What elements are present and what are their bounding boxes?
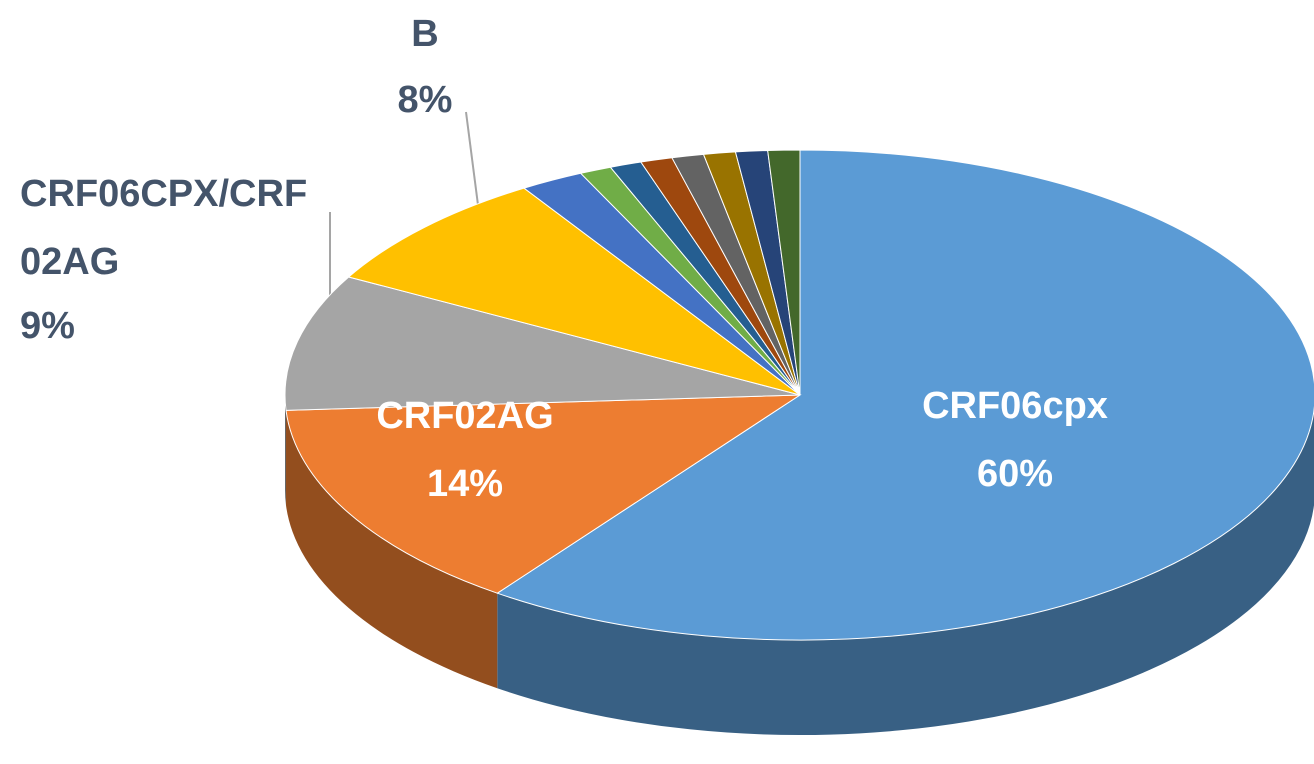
value-label: 60% bbox=[976, 453, 1054, 495]
slice bbox=[284, 276, 801, 411]
slice bbox=[496, 149, 1314, 641]
value-label: 14% bbox=[426, 463, 504, 505]
value-label: 8% bbox=[397, 79, 453, 121]
slice-side bbox=[285, 395, 287, 506]
slice bbox=[347, 187, 801, 396]
slice-label: CRF06CPX/CRF02AG bbox=[20, 173, 308, 283]
slice-side bbox=[497, 409, 1314, 735]
slice-label: CRF02AG bbox=[376, 395, 554, 437]
slice-side bbox=[286, 410, 498, 689]
slice bbox=[285, 394, 802, 594]
slice bbox=[767, 149, 801, 396]
leader-line bbox=[465, 111, 479, 206]
value-label: 9% bbox=[20, 305, 75, 347]
slice-label: CRF06cpx bbox=[922, 385, 1108, 427]
slice-label: B bbox=[411, 13, 439, 55]
